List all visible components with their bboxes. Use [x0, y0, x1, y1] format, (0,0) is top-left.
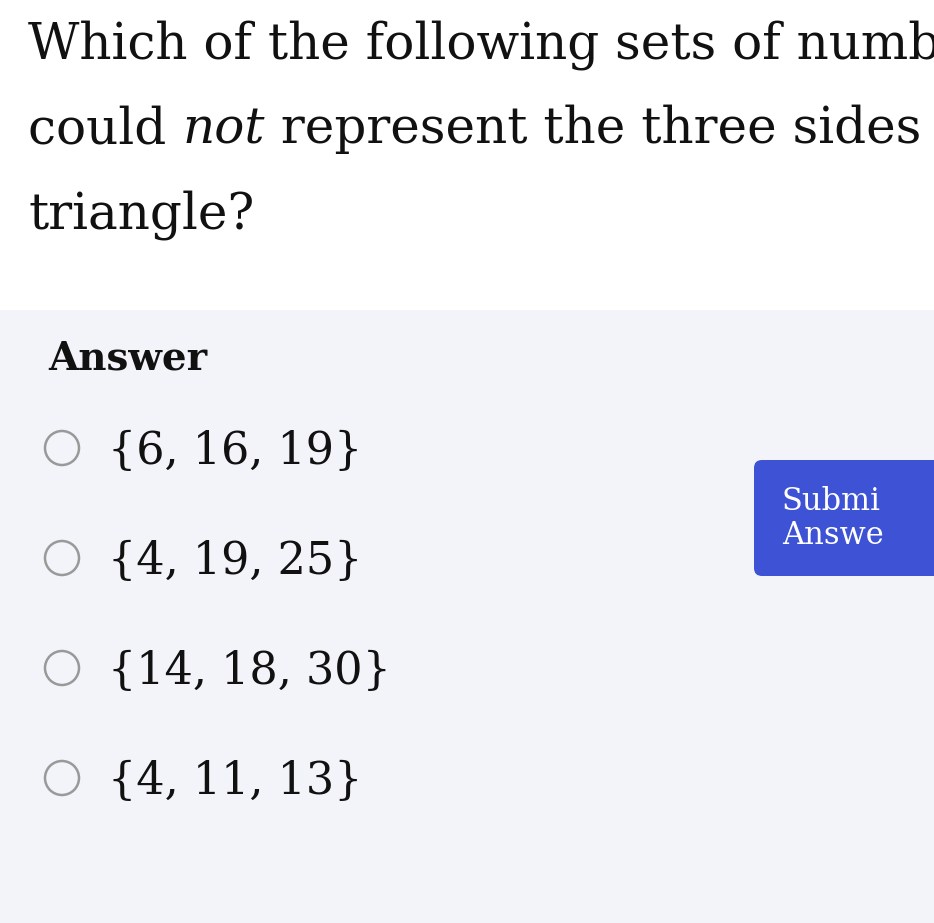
Text: represent the three sides of a: represent the three sides of a [264, 105, 934, 154]
Text: {6, 16, 19}: {6, 16, 19} [108, 430, 362, 473]
Text: not: not [182, 105, 264, 154]
Text: Which of the following sets of numbers: Which of the following sets of numbers [28, 20, 934, 70]
Text: triangle?: triangle? [28, 190, 254, 240]
Text: {4, 11, 13}: {4, 11, 13} [108, 760, 362, 803]
Text: {4, 19, 25}: {4, 19, 25} [108, 540, 362, 583]
Text: could: could [28, 105, 182, 154]
Text: Answe: Answe [782, 520, 884, 551]
Text: Answer: Answer [48, 340, 207, 378]
FancyBboxPatch shape [0, 310, 934, 923]
FancyBboxPatch shape [0, 0, 934, 320]
FancyBboxPatch shape [754, 460, 934, 576]
Text: {14, 18, 30}: {14, 18, 30} [108, 650, 391, 693]
Text: Submi: Submi [782, 486, 881, 517]
